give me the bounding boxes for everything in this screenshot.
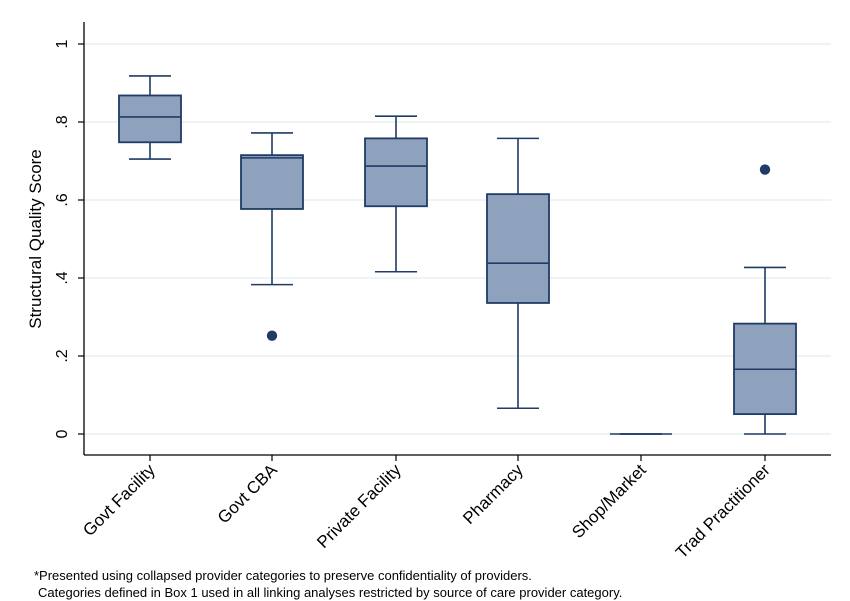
iqr-box bbox=[240, 154, 304, 210]
gridlines bbox=[84, 43, 831, 435]
box-group bbox=[118, 75, 797, 435]
outlier-point bbox=[759, 164, 771, 175]
footnote-2: Categories defined in Box 1 used in all … bbox=[38, 585, 623, 600]
box-govt-cba bbox=[240, 132, 304, 341]
iqr-box bbox=[118, 94, 182, 144]
x-tick-label: Govt CBA bbox=[214, 460, 281, 527]
y-tick-label: .2 bbox=[54, 349, 71, 362]
y-tick-label: .8 bbox=[54, 115, 71, 128]
x-tick-label: Govt Facility bbox=[79, 460, 159, 540]
y-tick-label: 0 bbox=[54, 429, 71, 438]
y-ticks: 0 .2 .4 .6 .8 1 bbox=[54, 39, 84, 438]
outlier-point bbox=[266, 330, 278, 341]
y-tick-label: .4 bbox=[54, 271, 71, 284]
box-trad-practitioner bbox=[733, 164, 797, 435]
iqr-box bbox=[364, 137, 428, 208]
iqr-box bbox=[486, 193, 550, 304]
x-tick-label: Trad Practitioner bbox=[672, 460, 774, 562]
box-private-facility bbox=[364, 115, 428, 273]
footnote-1: *Presented using collapsed provider cate… bbox=[34, 568, 532, 583]
y-tick-label: 1 bbox=[54, 39, 71, 48]
y-tick-label: .6 bbox=[54, 193, 71, 206]
x-tick-label: Shop/Market bbox=[568, 460, 650, 542]
x-ticks: Govt Facility Govt CBA Private Facility Pha… bbox=[79, 455, 774, 562]
y-axis-label: Structural Quality Score bbox=[26, 149, 45, 329]
box-govt-facility bbox=[118, 75, 182, 160]
axes bbox=[83, 22, 831, 456]
box-pharmacy bbox=[486, 137, 550, 410]
x-tick-label: Pharmacy bbox=[459, 460, 527, 528]
x-tick-label: Private Facility bbox=[313, 460, 405, 552]
